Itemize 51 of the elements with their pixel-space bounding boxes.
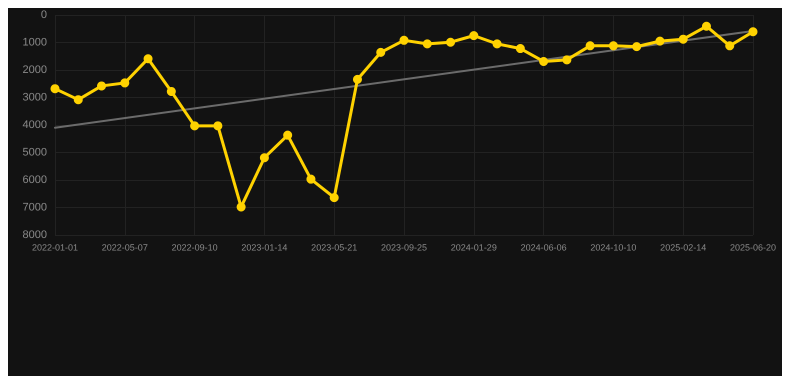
y-tick-label: 7000 <box>22 202 47 214</box>
point <box>260 153 269 162</box>
y-tick-label: 3000 <box>22 92 47 104</box>
point <box>97 81 106 90</box>
y-tick-label: 2000 <box>22 64 47 76</box>
x-tick-label: 2023-01-14 <box>241 242 288 252</box>
point <box>725 41 734 50</box>
point <box>50 84 60 94</box>
x-tick-label: 2025-02-14 <box>660 242 706 252</box>
point <box>492 39 502 48</box>
x-tick-label: 2025-06-20 <box>730 242 776 252</box>
point <box>678 34 688 44</box>
point <box>236 202 246 212</box>
y-tick-label: 5000 <box>22 146 47 158</box>
point <box>376 48 386 57</box>
x-tick-label: 2023-05-21 <box>311 242 358 252</box>
y-tick-label: 6000 <box>22 174 47 186</box>
point <box>400 36 408 45</box>
point <box>608 41 618 50</box>
point <box>748 27 758 36</box>
point <box>144 54 153 64</box>
point <box>190 121 200 130</box>
y-tick-label: 8000 <box>22 229 47 241</box>
point <box>469 31 478 40</box>
x-tick-label: 2024-10-10 <box>590 242 636 252</box>
point <box>516 44 525 54</box>
point <box>213 121 222 130</box>
x-tick-label: 2023-09-25 <box>380 242 428 252</box>
point <box>352 74 362 84</box>
point <box>655 36 664 46</box>
point <box>586 41 595 50</box>
point <box>539 56 548 66</box>
point <box>562 55 572 64</box>
y-tick-label: 4000 <box>22 119 47 131</box>
point <box>120 78 130 88</box>
point <box>74 95 83 104</box>
point <box>632 42 642 52</box>
point <box>283 130 292 140</box>
point <box>166 86 176 96</box>
x-tick-label: 2024-01-29 <box>450 242 497 252</box>
x-tick-label: 2022-09-10 <box>172 242 218 252</box>
point <box>446 38 456 47</box>
point <box>702 22 711 31</box>
point <box>330 193 339 202</box>
y-tick-label: 1000 <box>22 36 47 48</box>
x-tick-label: 2022-05-07 <box>102 242 148 252</box>
y-tick-label: 0 <box>40 9 47 21</box>
point <box>422 39 432 48</box>
point <box>306 174 316 184</box>
x-tick-label: 2022-01-01 <box>32 242 78 252</box>
x-tick-label: 2024-06-06 <box>520 242 567 252</box>
